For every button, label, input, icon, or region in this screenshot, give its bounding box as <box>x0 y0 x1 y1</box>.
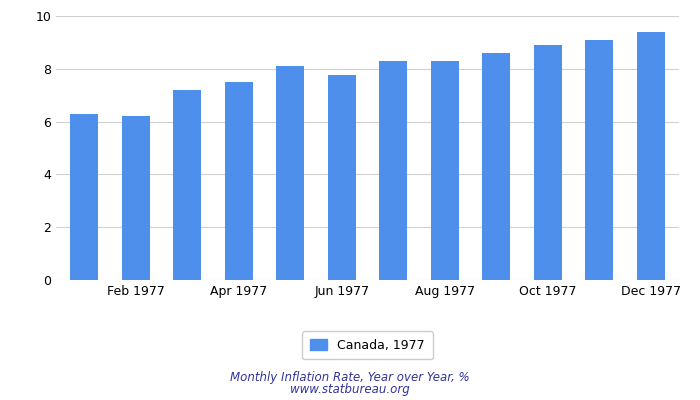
Bar <box>482 53 510 280</box>
Legend: Canada, 1977: Canada, 1977 <box>302 331 433 359</box>
Bar <box>533 45 562 280</box>
Bar <box>328 75 356 280</box>
Bar <box>122 116 150 280</box>
Bar <box>225 82 253 280</box>
Bar <box>585 40 613 280</box>
Bar <box>70 114 99 280</box>
Bar <box>173 90 202 280</box>
Bar <box>430 61 459 280</box>
Bar <box>379 61 407 280</box>
Bar <box>636 32 665 280</box>
Bar <box>276 66 304 280</box>
Text: Monthly Inflation Rate, Year over Year, %: Monthly Inflation Rate, Year over Year, … <box>230 372 470 384</box>
Text: www.statbureau.org: www.statbureau.org <box>290 384 410 396</box>
